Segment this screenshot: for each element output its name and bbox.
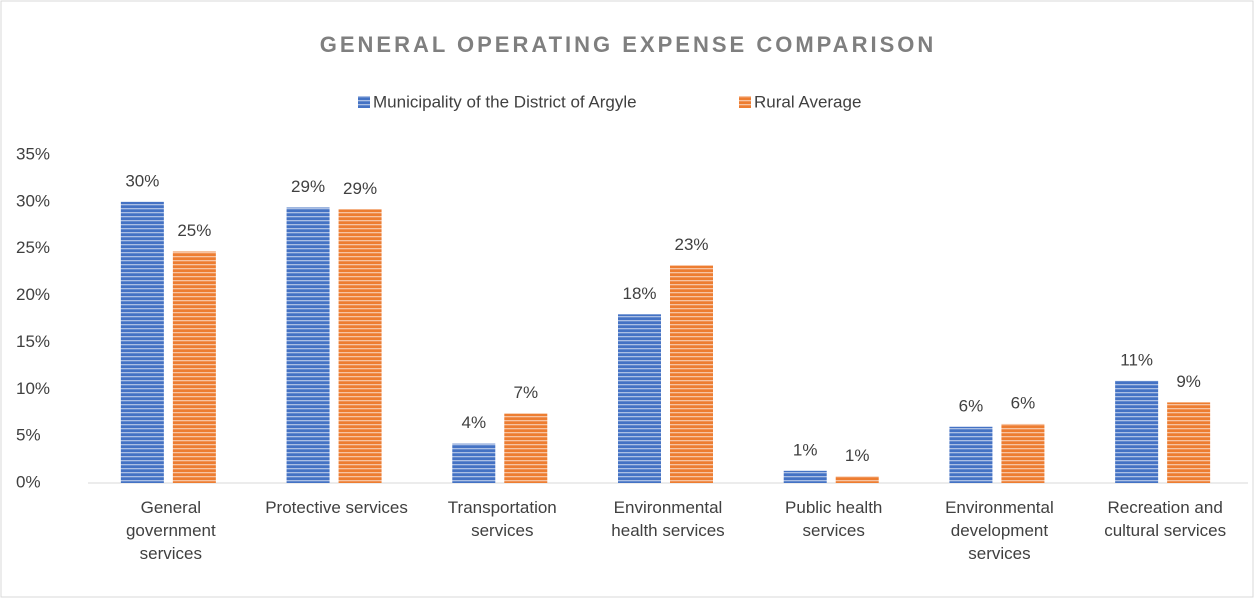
x-tick-label: Public health services [785, 498, 883, 540]
x-tick-label: Protective services [265, 498, 408, 517]
chart-title: GENERAL OPERATING EXPENSE COMPARISON [320, 32, 937, 57]
data-label: 9% [1176, 372, 1201, 391]
x-tick-label: General government services [125, 498, 216, 563]
data-label: 25% [177, 221, 211, 240]
y-tick-label: 10% [16, 379, 50, 398]
data-label: 1% [793, 440, 818, 459]
x-tick-label: Environmental health services [611, 498, 725, 540]
bar [1167, 402, 1211, 483]
data-label: 23% [674, 235, 708, 254]
y-tick-label: 20% [16, 285, 50, 304]
legend-swatch [358, 96, 370, 108]
y-tick-label: 0% [16, 472, 41, 491]
x-tick-label: Recreation and cultural services [1104, 498, 1227, 540]
bar [172, 251, 216, 483]
bar [618, 314, 661, 483]
data-label: 30% [125, 171, 159, 190]
x-tick-label: Transportation services [447, 498, 557, 540]
y-tick-label: 15% [16, 332, 50, 351]
data-label: 29% [291, 177, 325, 196]
bar [835, 476, 879, 483]
x-tick-label: Environmental development services [945, 498, 1054, 563]
data-label: 18% [622, 284, 656, 303]
bar [120, 201, 164, 483]
bar [338, 209, 382, 483]
data-label: 1% [845, 446, 870, 465]
bar [783, 470, 827, 483]
legend-label: Municipality of the District of Argyle [373, 92, 637, 111]
bar [1001, 423, 1045, 483]
data-label: 11% [1120, 350, 1153, 369]
y-tick-label: 35% [16, 144, 50, 163]
legend-label: Rural Average [754, 92, 861, 111]
y-tick-label: 25% [16, 238, 50, 257]
bar [286, 207, 330, 484]
bar [452, 443, 496, 483]
bar [504, 413, 548, 483]
data-label: 6% [959, 396, 984, 415]
bar [670, 265, 713, 483]
y-tick-label: 5% [16, 426, 41, 445]
data-label: 6% [1011, 393, 1036, 412]
bar [1115, 380, 1159, 483]
legend-swatch [739, 96, 751, 108]
bar [949, 426, 993, 483]
data-label: 29% [343, 179, 377, 198]
y-tick-label: 30% [16, 191, 50, 210]
data-label: 7% [513, 383, 538, 402]
data-label: 4% [461, 413, 486, 432]
